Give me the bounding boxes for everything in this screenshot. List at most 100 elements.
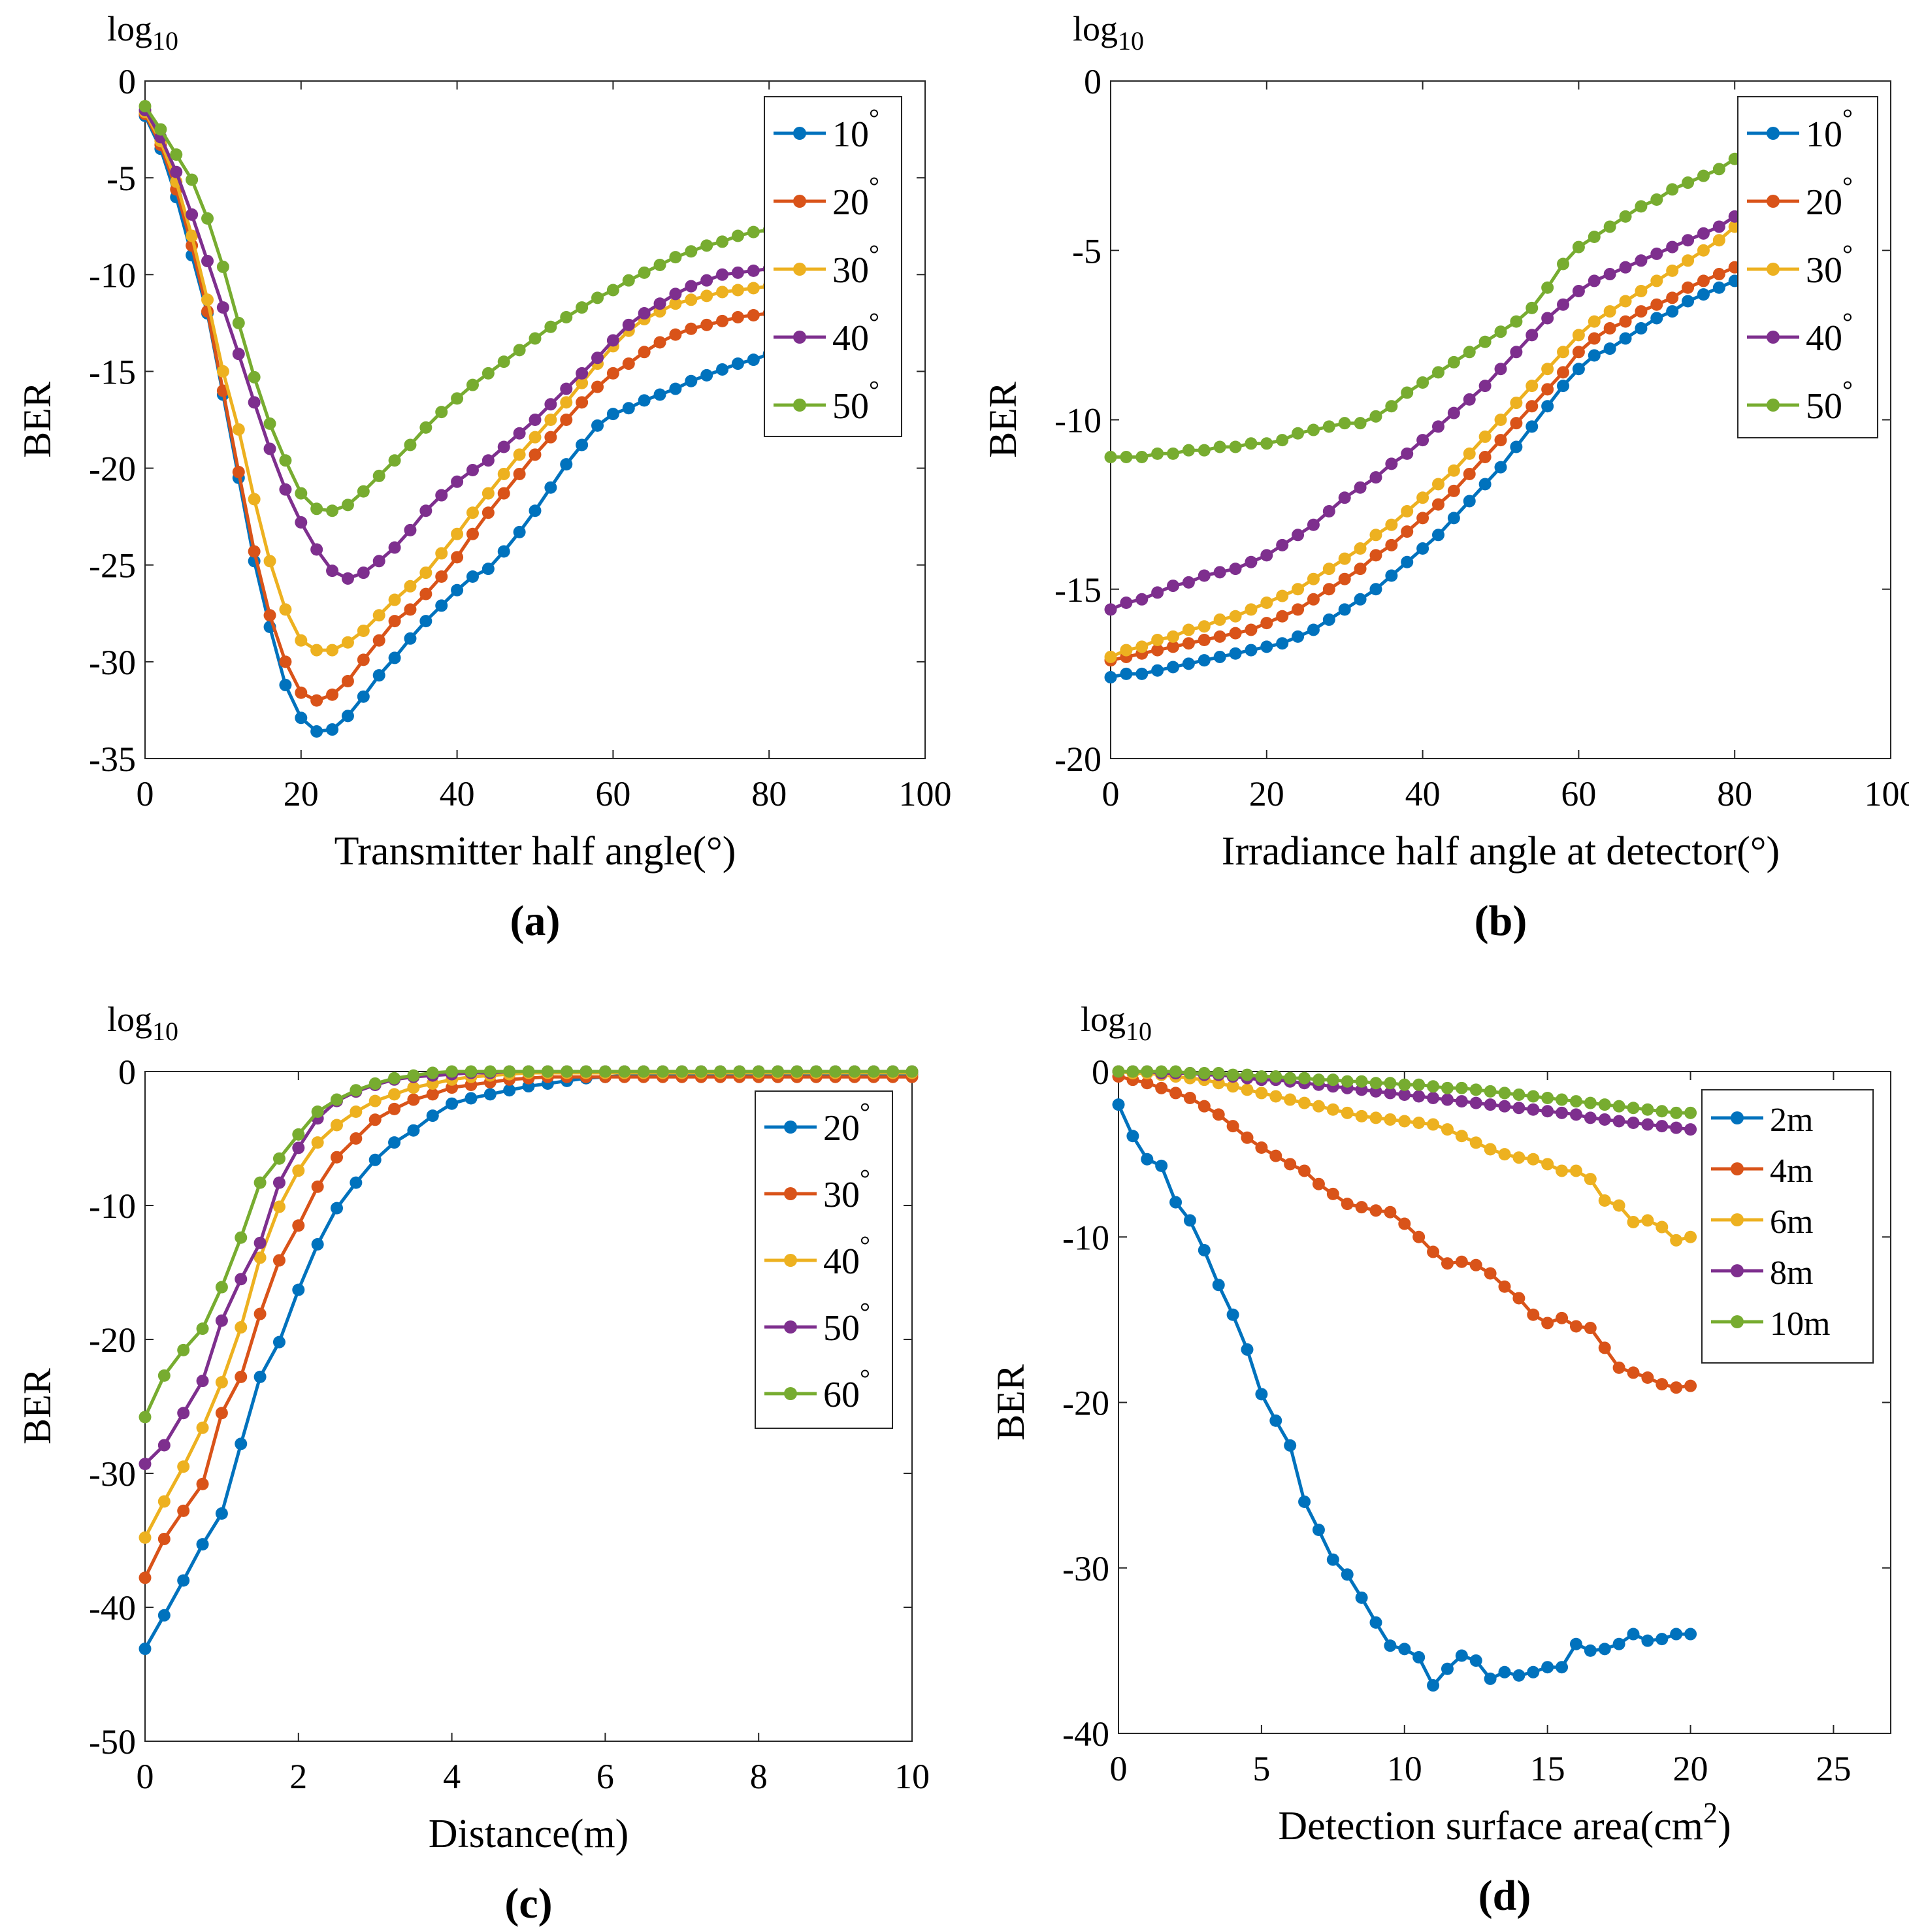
data-point	[1167, 630, 1180, 643]
panel-a: 0 20 40 60 80 1000-5-10-15-20-25-30-35log10BE…	[16, 9, 952, 945]
x-axis-label: Detection surface area(cm2)	[1278, 1797, 1731, 1848]
data-point	[407, 1124, 420, 1137]
data-point	[1656, 1220, 1669, 1234]
data-point	[139, 1458, 152, 1471]
data-point	[752, 1065, 765, 1078]
legend-label: 40°	[832, 307, 879, 359]
data-point	[1104, 603, 1117, 616]
data-point	[1182, 623, 1195, 636]
data-point	[1141, 1077, 1154, 1090]
data-point	[1120, 596, 1133, 609]
data-point	[357, 566, 370, 580]
data-point	[1276, 637, 1289, 650]
data-point	[1298, 1164, 1311, 1177]
data-point	[1182, 657, 1195, 670]
data-point	[465, 1065, 478, 1078]
data-point	[407, 1081, 420, 1094]
data-point	[1260, 549, 1273, 562]
data-point	[357, 485, 370, 498]
data-point	[1441, 1123, 1454, 1136]
y-tick-label: 0	[118, 1053, 136, 1092]
data-point	[1355, 1201, 1368, 1214]
data-point	[263, 555, 276, 568]
data-point	[1369, 471, 1382, 484]
data-point	[1641, 1103, 1654, 1116]
data-point	[1441, 1093, 1454, 1106]
legend-swatch-marker	[1767, 127, 1780, 140]
data-point	[263, 417, 276, 430]
data-point	[1498, 1100, 1511, 1113]
data-point	[1670, 1106, 1683, 1119]
data-point	[1226, 1080, 1239, 1093]
legend-swatch-marker	[784, 1187, 797, 1200]
data-point	[1126, 1065, 1139, 1078]
data-point	[1416, 542, 1429, 555]
x-tick-label: 2	[289, 1757, 307, 1796]
data-point	[157, 1609, 171, 1622]
data-point	[326, 504, 339, 517]
legend-box	[764, 96, 902, 437]
data-point	[1527, 1665, 1540, 1678]
data-point	[1498, 1280, 1511, 1293]
data-point	[653, 297, 666, 310]
data-point	[1712, 220, 1725, 233]
data-point	[1478, 430, 1492, 443]
data-point	[1354, 417, 1367, 430]
data-point	[716, 286, 729, 299]
data-point	[1245, 603, 1258, 616]
x-tick-label: 60	[1561, 774, 1596, 813]
y-tick-label: -20	[89, 450, 136, 489]
legend: 10°20°30°40°50°	[764, 96, 902, 437]
data-point	[1355, 1109, 1368, 1122]
data-point	[1512, 1151, 1526, 1164]
legend-swatch-marker	[784, 1387, 797, 1400]
data-point	[1182, 576, 1195, 589]
legend-label-text: 30	[832, 250, 869, 291]
legend-swatch-marker	[1731, 1264, 1744, 1277]
data-point	[529, 414, 542, 426]
data-point	[1541, 1661, 1554, 1674]
data-point	[685, 322, 698, 335]
ylabel-log10: log10	[107, 1000, 178, 1046]
data-point	[733, 1065, 746, 1078]
data-point	[1369, 1204, 1382, 1217]
legend-label: 30°	[1806, 239, 1853, 291]
data-point	[1494, 325, 1507, 338]
data-point	[1684, 1123, 1697, 1136]
data-point	[1120, 451, 1133, 464]
legend-label: 4m	[1770, 1153, 1813, 1190]
data-point	[248, 370, 261, 384]
data-point	[1135, 640, 1149, 653]
data-point	[1712, 234, 1725, 247]
data-point	[451, 475, 464, 488]
data-point	[1598, 1113, 1611, 1126]
legend-label: 10°	[1806, 103, 1853, 155]
data-point	[1526, 400, 1539, 413]
x-axis-label: Distance(m)	[429, 1812, 628, 1856]
data-point	[310, 725, 323, 738]
data-point	[310, 543, 323, 556]
data-point	[1384, 1205, 1397, 1219]
y-tick-label: -20	[1062, 1384, 1109, 1423]
data-point	[1697, 169, 1710, 182]
legend-label: 30°	[823, 1164, 870, 1215]
data-point	[1494, 414, 1507, 426]
ylabel-sub: 10	[152, 1017, 178, 1046]
data-point	[1463, 495, 1476, 508]
data-point	[279, 678, 292, 691]
data-point	[653, 336, 666, 349]
data-point	[669, 297, 682, 310]
x-tick-label: 100	[899, 774, 952, 813]
data-point	[747, 264, 760, 277]
data-point	[1441, 1081, 1454, 1094]
ylabel-log: log	[1073, 9, 1118, 48]
data-point	[1463, 447, 1476, 460]
data-point	[731, 266, 744, 279]
data-point	[1229, 440, 1242, 453]
data-point	[1155, 1081, 1168, 1094]
data-point	[544, 414, 557, 426]
data-point	[1441, 1662, 1454, 1675]
data-point	[1213, 650, 1226, 663]
data-point	[638, 307, 651, 320]
data-point	[1354, 542, 1367, 555]
